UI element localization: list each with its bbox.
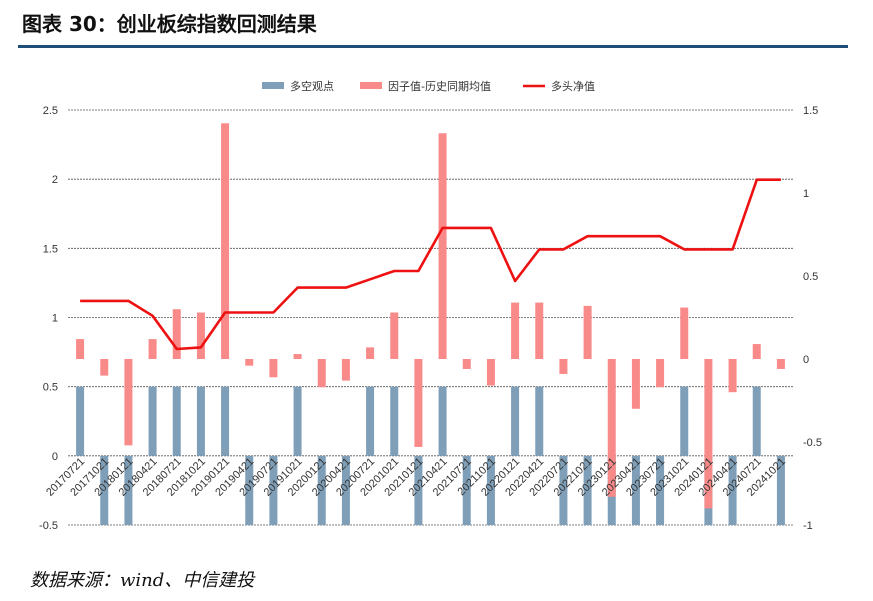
- factor-diff-bar: [414, 359, 423, 447]
- long-short-bar: [438, 386, 447, 456]
- factor-diff-bar: [269, 359, 278, 378]
- chart-title: 图表 30：创业板综指数回测结果: [22, 12, 317, 36]
- axis-labels: -0.500.511.522.5-1-0.500.511.52017072120…: [39, 105, 822, 532]
- left-axis-tick-label: 1: [52, 313, 58, 325]
- left-axis-tick-label: 0: [52, 451, 58, 463]
- factor-diff-bar: [245, 359, 254, 366]
- long-short-bar: [269, 455, 278, 525]
- long-short-bar: [172, 386, 181, 456]
- long-short-bar: [148, 386, 157, 456]
- long-short-bar: [100, 455, 109, 525]
- factor-diff-bar: [462, 359, 471, 369]
- long-short-bars: [76, 386, 785, 525]
- factor-diff-bar: [124, 359, 133, 446]
- long-short-bar: [76, 386, 85, 456]
- long-short-bar: [511, 386, 520, 456]
- long-short-bar: [245, 455, 254, 525]
- right-axis-tick-label: 0: [803, 354, 809, 366]
- legend-swatch: [360, 82, 382, 89]
- right-axis-tick-label: 0.5: [803, 271, 818, 283]
- legend: 多空观点 因子值-历史同期均值 多头净值: [262, 79, 595, 93]
- factor-diff-bar: [76, 339, 85, 359]
- long-short-bar: [414, 455, 423, 525]
- long-short-bar: [656, 455, 665, 525]
- long-short-bar: [390, 386, 399, 456]
- long-short-bar: [486, 455, 495, 525]
- legend-label: 因子值-历史同期均值: [388, 80, 491, 93]
- left-axis-tick-label: 2.5: [43, 105, 58, 117]
- factor-diff-bar: [438, 133, 447, 359]
- factor-diff-bar: [390, 312, 399, 359]
- factor-diff-bar: [486, 359, 495, 386]
- long-short-bar: [293, 386, 302, 456]
- factor-diff-bar: [317, 359, 326, 388]
- left-axis-tick-label: 1.5: [43, 243, 58, 255]
- long-short-bar: [680, 386, 689, 456]
- long-short-bar: [317, 455, 326, 525]
- factor-diff-bar: [704, 359, 713, 509]
- factor-diff-bar: [100, 359, 109, 376]
- factor-diff-bar: [752, 344, 761, 359]
- long-short-bar: [341, 455, 350, 525]
- legend-label: 多空观点: [290, 79, 334, 93]
- factor-diff-bar: [583, 305, 592, 359]
- long-short-bar: [728, 455, 737, 525]
- left-axis-tick-label: -0.5: [39, 520, 58, 532]
- long-nav-line: [80, 178, 781, 351]
- factor-diff-bar: [148, 339, 157, 359]
- title-rule: [18, 45, 848, 48]
- right-axis-tick-label: -0.5: [803, 437, 822, 449]
- left-axis-tick-label: 0.5: [43, 382, 58, 394]
- factor-diff-bar: [221, 123, 230, 359]
- factor-diff-bar: [559, 359, 568, 374]
- long-short-bar: [196, 386, 205, 456]
- factor-diff-bar: [680, 307, 689, 359]
- long-short-bar: [631, 455, 640, 525]
- factor-diff-bar: [511, 302, 520, 359]
- factor-diff-bar: [366, 347, 375, 359]
- right-axis-tick-label: 1: [803, 188, 809, 200]
- factor-diff-bar: [607, 359, 616, 497]
- factor-diff-bar: [293, 354, 302, 359]
- long-short-bar: [462, 455, 471, 525]
- factor-diff-bar: [656, 359, 665, 388]
- grid-lines: [68, 109, 793, 526]
- long-short-bar: [124, 455, 133, 525]
- long-short-bar: [366, 386, 375, 456]
- factor-diff-bar: [172, 309, 181, 359]
- long-short-bar: [221, 386, 230, 456]
- long-short-bar: [776, 455, 785, 525]
- factor-diff-bar: [535, 302, 544, 359]
- factor-diff-bar: [196, 312, 205, 359]
- factor-diff-bar: [631, 359, 640, 409]
- long-short-bar: [752, 386, 761, 456]
- left-axis-tick-label: 2: [52, 174, 58, 186]
- right-axis-tick-label: -1: [803, 520, 813, 532]
- factor-diff-bar: [776, 359, 785, 369]
- long-short-bar: [535, 386, 544, 456]
- long-short-bar: [583, 455, 592, 525]
- long-nav-series-line: [80, 178, 781, 351]
- factor-diff-bar: [341, 359, 350, 381]
- data-source: 数据来源：wind、中信建投: [30, 570, 255, 591]
- factor-diff-bar: [728, 359, 737, 393]
- right-axis-tick-label: 1.5: [803, 105, 818, 117]
- long-short-bar: [559, 455, 568, 525]
- factor-diff-bars: [76, 123, 785, 509]
- legend-swatch: [262, 82, 284, 89]
- legend-label: 多头净值: [551, 79, 595, 93]
